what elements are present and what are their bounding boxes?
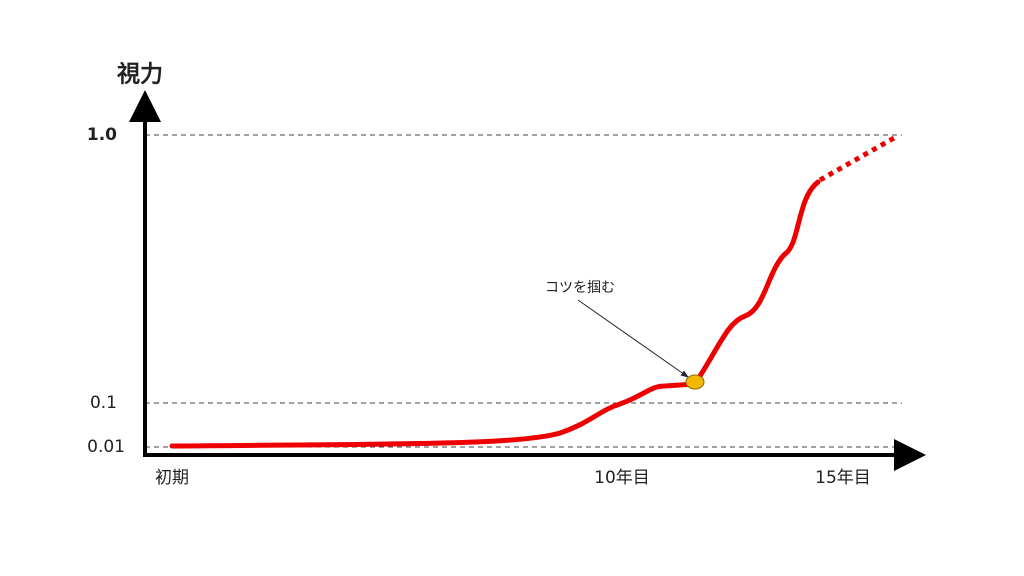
- milestone-point: [685, 374, 705, 390]
- grid-lines: [145, 134, 902, 448]
- y-tick-label: 0.01: [87, 437, 125, 457]
- x-label: 15年目: [815, 468, 871, 488]
- annotation: コツを掴む: [545, 280, 615, 296]
- y-axis-label: 視力: [116, 62, 163, 88]
- x-label: 初期: [155, 468, 189, 488]
- x-label: 10年目: [594, 468, 650, 488]
- growth-curve-projection: [818, 135, 896, 183]
- y-tick-label: 1.0: [87, 125, 117, 145]
- y-tick-label: 0.1: [90, 393, 117, 413]
- annotation-arrow: [577, 299, 689, 378]
- growth-curve: [169, 179, 821, 449]
